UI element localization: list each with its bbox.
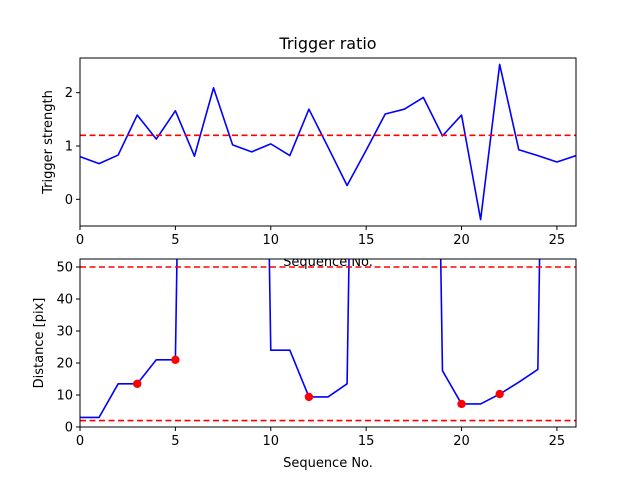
bottom-y-tick-label: 0	[65, 421, 73, 436]
bottom-y-tick-label: 20	[56, 357, 73, 372]
bottom-chart: 0 5 10 15 20 25 0 10 20 30 40 50 Sequence No. Dista…	[32, 255, 577, 471]
top-chart-ylabel: Trigger strength	[41, 90, 56, 195]
bottom-chart-xlabel: Sequence No.	[283, 456, 373, 471]
bottom-y-tick-label: 40	[56, 293, 73, 308]
bottom-x-tick-label: 15	[358, 434, 375, 449]
bottom-y-tick-label: 10	[56, 389, 73, 404]
top-x-tick-label: 10	[262, 233, 279, 248]
bottom-x-tick-label: 25	[549, 434, 566, 449]
top-x-tick-label: 20	[453, 233, 470, 248]
bottom-marker-point	[133, 379, 142, 388]
top-chart-title: Trigger ratio	[278, 34, 376, 53]
top-x-tick-label: 25	[549, 233, 566, 248]
bottom-x-tick-label: 0	[76, 434, 84, 449]
top-x-tick-label: 0	[76, 233, 84, 248]
bottom-y-tick-label: 30	[56, 325, 73, 340]
bottom-x-tick-label: 5	[171, 434, 179, 449]
top-y-tick-label: 0	[65, 193, 73, 208]
top-x-tick-label: 5	[171, 233, 179, 248]
bottom-y-tick-label: 50	[56, 261, 73, 276]
bottom-chart-overlap-mask	[270, 255, 390, 259]
top-x-tick-label: 15	[358, 233, 375, 248]
bottom-marker-point	[457, 399, 466, 409]
top-chart-frame	[79, 57, 577, 227]
bottom-series-line	[80, 259, 541, 419]
top-y-tick-label: 2	[65, 86, 73, 101]
bottom-x-tick-label: 20	[453, 434, 470, 449]
top-series-line	[80, 63, 576, 221]
bottom-marker-point	[171, 355, 180, 364]
bottom-chart-ylabel: Distance [pix]	[32, 298, 47, 389]
top-y-tick-label: 1	[65, 140, 73, 155]
bottom-marker-point	[304, 392, 314, 402]
bottom-marker-point	[495, 389, 504, 399]
bottom-x-tick-label: 10	[262, 434, 279, 449]
bottom-chart-frame	[79, 258, 577, 428]
